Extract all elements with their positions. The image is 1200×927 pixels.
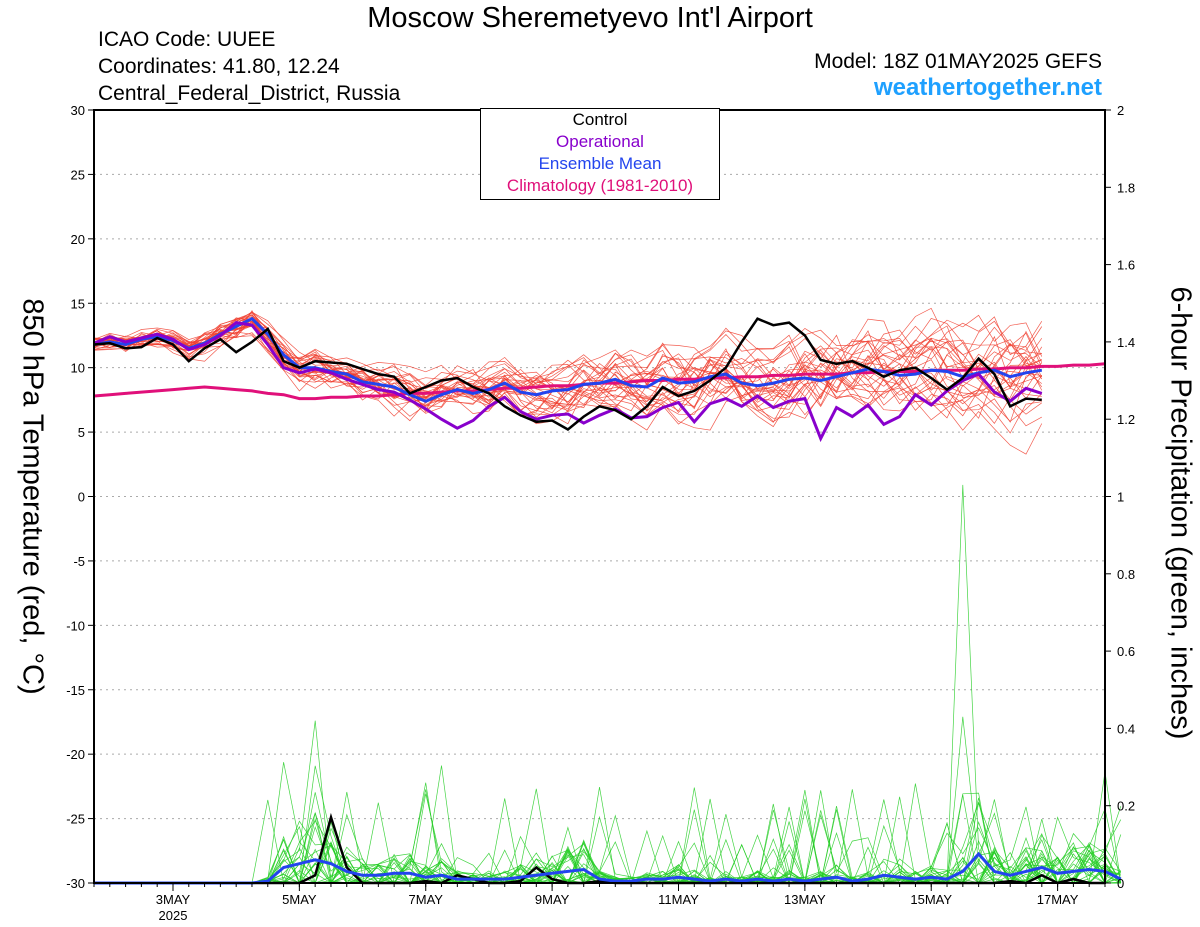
right-tick-label: 1.2	[1117, 412, 1135, 427]
precip-member-line	[94, 796, 1122, 884]
left-tick-label: 10	[71, 361, 85, 376]
coordinates: Coordinates: 41.80, 12.24	[98, 55, 340, 78]
temp-member-line	[93, 321, 1043, 412]
left-tick-label: -25	[66, 812, 85, 827]
icao-code: ICAO Code: UUEE	[98, 28, 276, 51]
left-axis-label: 850 hPa Temperature (red, °C)	[16, 298, 49, 695]
x-tick-label: 5MAY	[282, 892, 317, 907]
x-tick-label: 3MAY	[156, 892, 191, 907]
left-tick-label: 0	[78, 490, 85, 505]
region: Central_Federal_District, Russia	[98, 82, 401, 105]
temp-member-line	[93, 327, 1043, 422]
right-tick-label: 1.8	[1117, 180, 1135, 195]
chart-title: Moscow Sheremetyevo Int'l Airport	[367, 2, 813, 34]
x-tick-label: 13MAY	[784, 892, 826, 907]
legend-climatology: Climatology (1981-2010)	[506, 176, 694, 195]
right-tick-label: 0.2	[1117, 799, 1135, 814]
left-tick-label: -5	[73, 554, 85, 569]
temp-member-line	[93, 331, 1043, 428]
x-tick-year-label: 2025	[159, 908, 188, 923]
x-tick-label: 11MAY	[658, 892, 699, 907]
precip-member-line	[94, 792, 1121, 884]
left-tick-label: 20	[71, 232, 85, 247]
temp-member-line	[93, 319, 1043, 416]
legend-ensemble-mean: Ensemble Mean	[538, 154, 662, 173]
legend-control: Control	[572, 110, 628, 129]
left-tick-label: 15	[71, 296, 85, 311]
axes: 302520151050-5-10-15-20-25-3021.81.61.41…	[66, 103, 1135, 923]
right-tick-label: 2	[1117, 103, 1124, 118]
x-tick-label: 17MAY	[1037, 892, 1079, 907]
left-tick-label: 5	[78, 425, 85, 440]
precip-member-line	[94, 716, 1122, 884]
temp-member-line	[93, 314, 1043, 455]
precip-member-line	[94, 484, 1122, 885]
x-tick-label: 7MAY	[409, 892, 444, 907]
right-tick-label: 0.4	[1117, 721, 1135, 736]
precip-member-line	[94, 720, 1122, 885]
left-tick-label: -20	[66, 747, 85, 762]
operational-temp-line	[93, 321, 1043, 443]
left-tick-label: -30	[66, 876, 85, 891]
right-tick-label: 0.8	[1117, 567, 1135, 582]
right-tick-label: 1.6	[1117, 258, 1135, 273]
right-tick-label: 1	[1117, 490, 1124, 505]
legend-operational: Operational	[556, 132, 644, 151]
left-tick-label: 30	[71, 103, 85, 118]
ensemble-mean-temp-line	[93, 316, 1043, 403]
right-tick-label: 0	[1117, 876, 1124, 891]
precip-member-line	[94, 798, 1121, 884]
temp-member-line	[93, 316, 1043, 411]
precip-member-line	[94, 797, 1122, 884]
precip-member-line	[94, 798, 1122, 885]
precip-member-line	[94, 799, 1121, 884]
precip-ensemble-members	[94, 484, 1122, 885]
precip-member-line	[94, 792, 1122, 884]
right-tick-label: 1.4	[1117, 335, 1135, 350]
x-tick-label: 9MAY	[535, 892, 570, 907]
control-temp-line	[93, 317, 1042, 432]
right-tick-label: 0.6	[1117, 644, 1135, 659]
legend: Control Operational Ensemble Mean Climat…	[480, 108, 720, 200]
model-run: Model: 18Z 01MAY2025 GEFS	[814, 50, 1102, 73]
x-tick-label: 15MAY	[910, 892, 952, 907]
site-watermark[interactable]: weathertogether.net	[873, 74, 1102, 101]
ensemble-mean-precip-line	[94, 851, 1122, 885]
precip-member-line	[94, 799, 1121, 885]
precip-member-line	[94, 798, 1121, 884]
left-tick-label: -15	[66, 683, 85, 698]
left-tick-label: -10	[66, 618, 85, 633]
left-tick-label: 25	[71, 167, 85, 182]
right-axis-label: 6-hour Precipitation (green, inches)	[1164, 286, 1197, 740]
temp-member-line	[93, 332, 1043, 417]
temp-ensemble-members	[93, 307, 1043, 455]
